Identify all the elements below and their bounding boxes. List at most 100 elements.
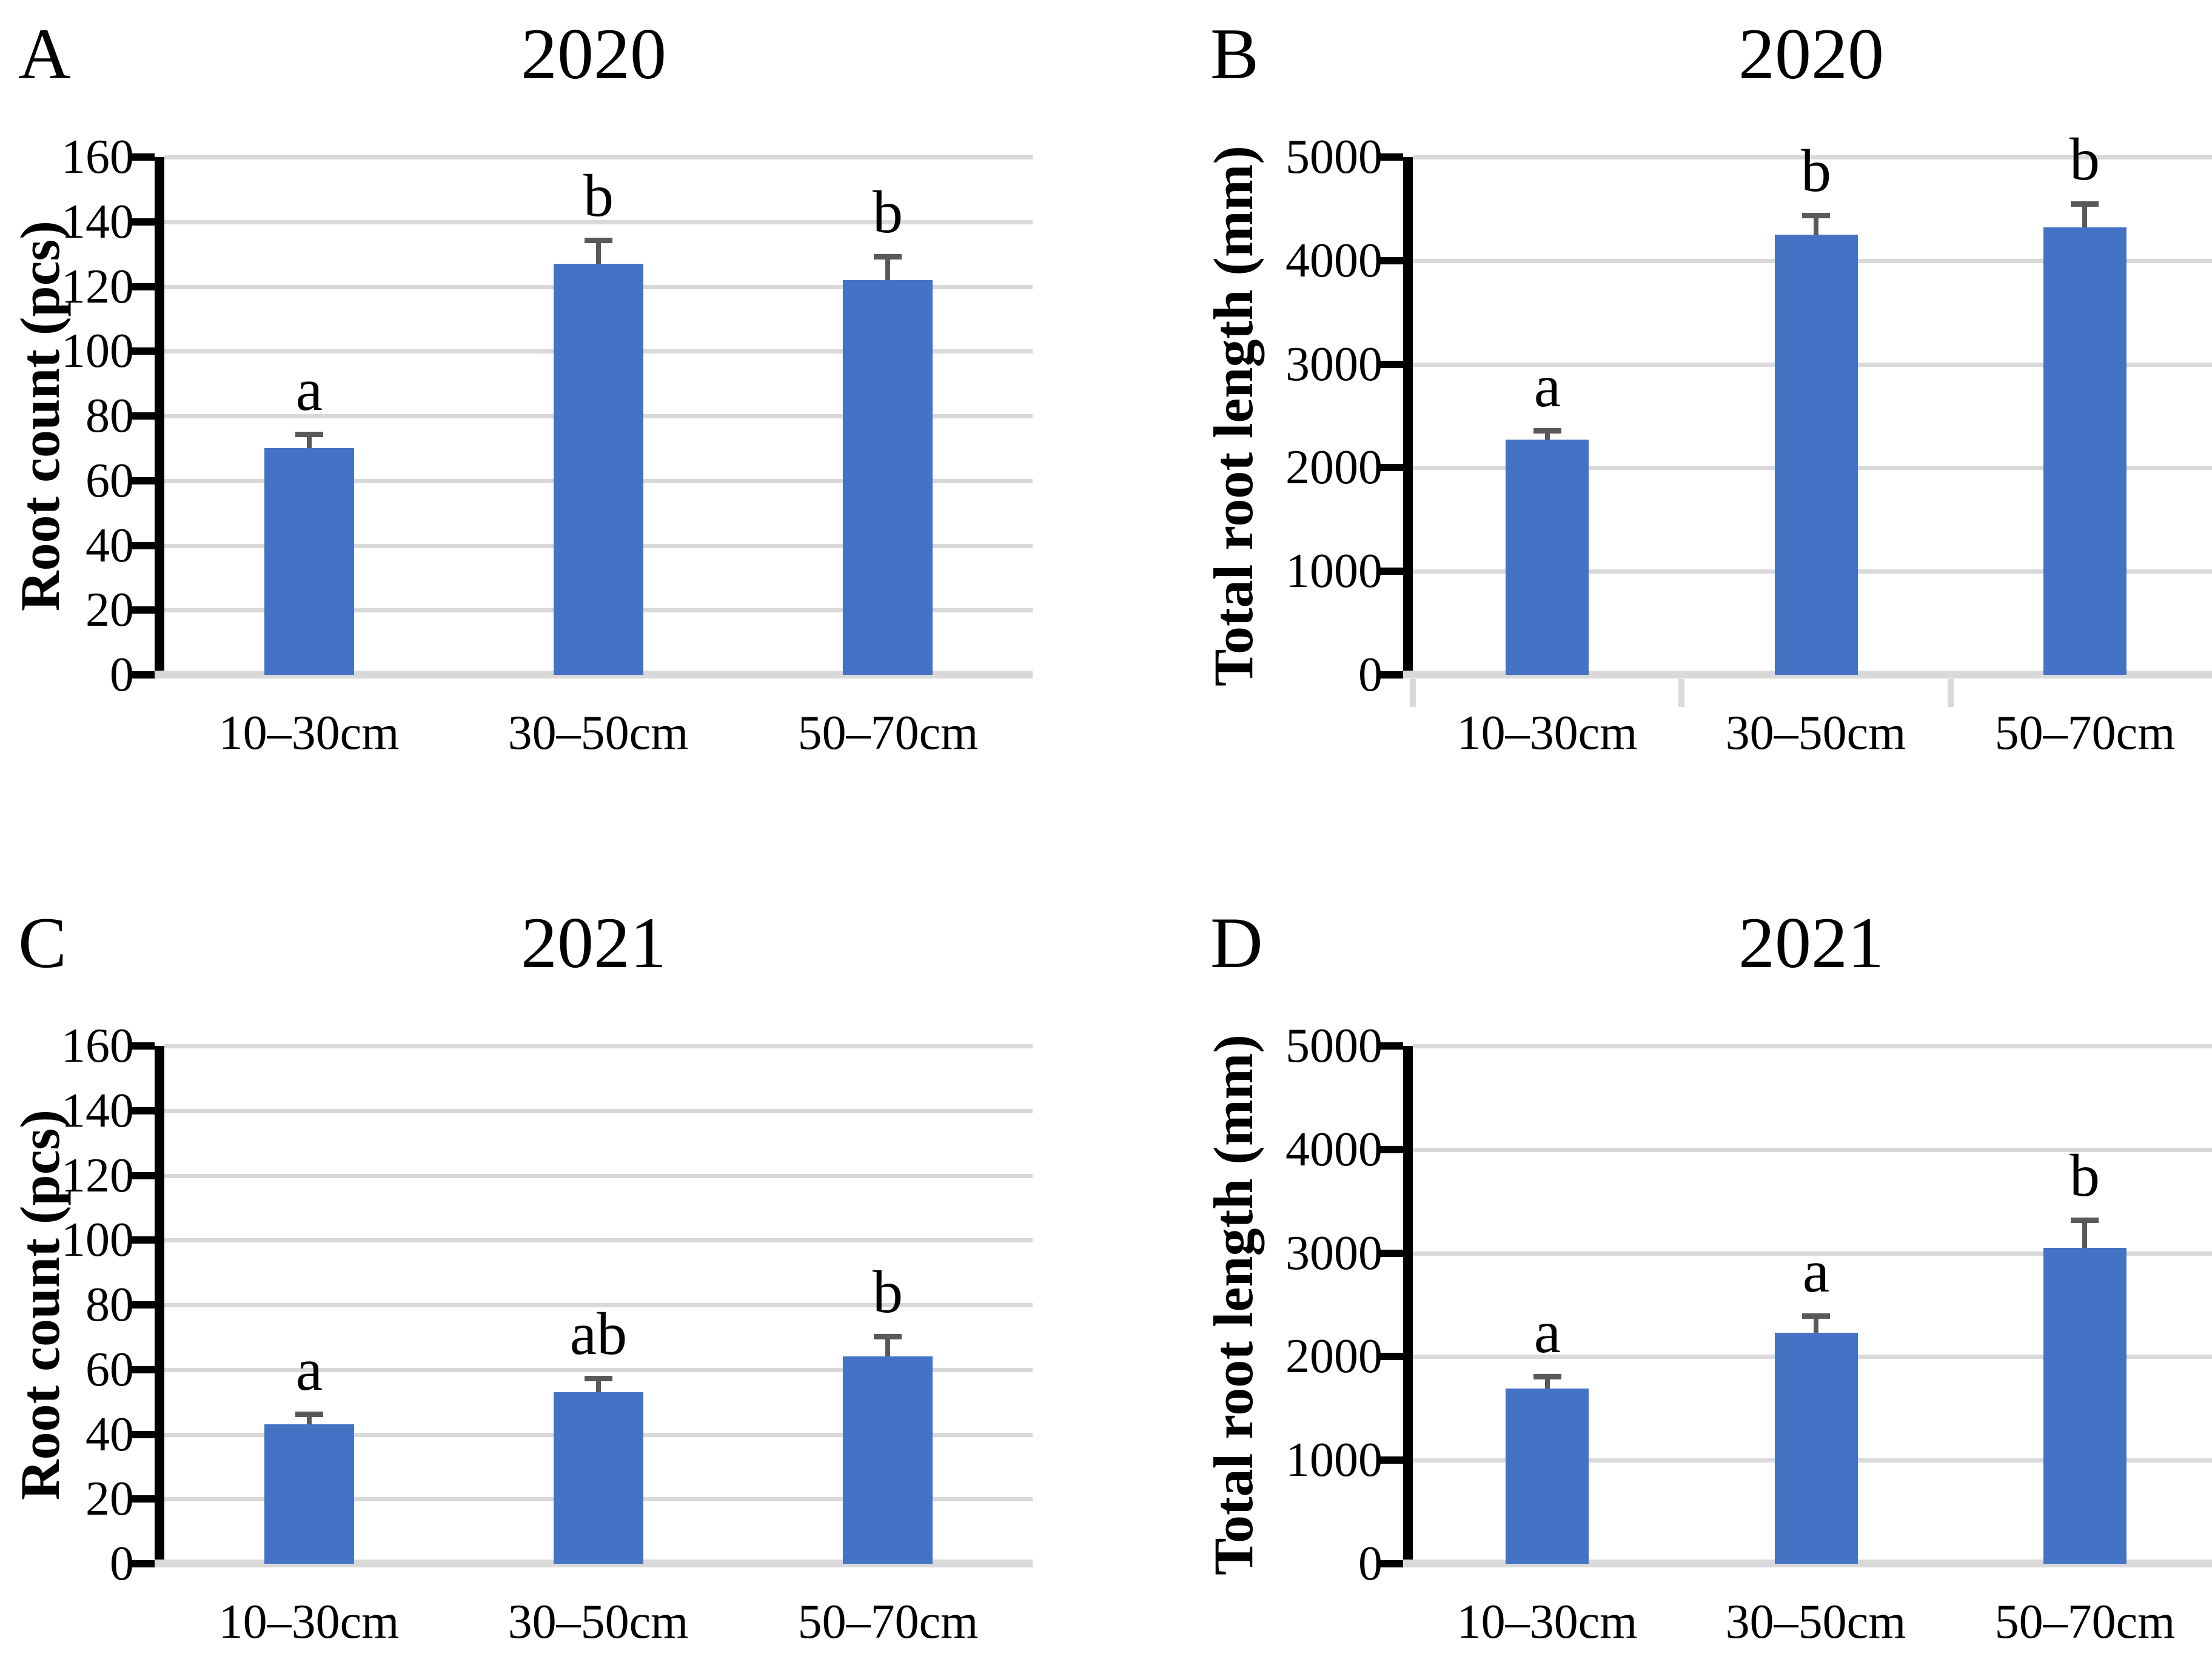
panel-A: A 2020 Root count (pcs) 0 20 40 60 80 100 120 1… xyxy=(0,0,1106,831)
plot-area: 0 1000 2000 3000 4000 5000 a 10–30cm b 30–50cm b 50… xyxy=(1285,126,2212,760)
y-tick-label: 2000 xyxy=(1285,441,1382,495)
error-bar-line xyxy=(1545,1374,1550,1389)
y-tick-label: 60 xyxy=(85,454,134,508)
error-bar-cap xyxy=(1533,1374,1561,1379)
y-tick-label: 0 xyxy=(110,648,134,702)
y-tick-label: 20 xyxy=(85,583,134,637)
bar xyxy=(554,264,643,675)
bar xyxy=(264,1424,354,1564)
x-category-label: 10–30cm xyxy=(1456,706,1638,760)
bar xyxy=(264,448,354,675)
error-bar-cap xyxy=(1533,428,1561,434)
significance-letter: ab xyxy=(569,1300,628,1367)
y-tick-label: 0 xyxy=(1358,648,1382,702)
x-category-label: 10–30cm xyxy=(1456,1595,1638,1649)
error-bar-cap xyxy=(295,432,323,437)
y-tick-label: 40 xyxy=(85,1407,134,1461)
significance-letter: a xyxy=(1802,1238,1830,1305)
significance-letter: b xyxy=(873,1258,903,1325)
x-category-label: 50–70cm xyxy=(1994,1595,2176,1649)
error-bar-cap xyxy=(1802,213,1830,218)
significance-letter: b xyxy=(2070,1142,2100,1209)
y-tick-label: 4000 xyxy=(1285,1122,1382,1176)
significance-letter: b xyxy=(873,178,903,246)
x-category-label: 50–70cm xyxy=(797,706,979,760)
y-axis-tick xyxy=(1379,153,1403,161)
plot-area: 0 1000 2000 3000 4000 5000 a 10–30cm a 30–50cm b 50… xyxy=(1285,1019,2212,1649)
error-bar-line xyxy=(596,1376,601,1392)
error-bar-line xyxy=(1814,1313,1818,1333)
error-bar-line xyxy=(596,238,601,264)
error-bar-line xyxy=(885,1334,890,1356)
bar xyxy=(2043,1248,2127,1564)
y-tick-label: 3000 xyxy=(1285,1226,1382,1280)
panel-C: C 2021 Root count (pcs) 0 20 40 60 80 100 120 1… xyxy=(0,889,1106,1662)
y-axis-tick xyxy=(130,671,155,679)
x-category-label: 30–50cm xyxy=(1725,706,1906,760)
chart-title: 2020 xyxy=(521,13,666,94)
y-axis-tick xyxy=(1379,568,1403,575)
y-tick-label: 1000 xyxy=(1285,1433,1382,1487)
x-axis-tick xyxy=(1678,679,1684,707)
panel-letter-D: D xyxy=(1210,902,1263,983)
x-category-label: 30–50cm xyxy=(1725,1595,1906,1649)
y-tick-label: 100 xyxy=(61,1213,134,1267)
bar xyxy=(843,280,933,675)
panel-D: D 2021 Total root length (mm) 0 1000 2000 3… xyxy=(1106,889,2212,1662)
gridline xyxy=(164,219,1033,224)
gridline xyxy=(164,1044,1033,1048)
error-bar-line xyxy=(1814,213,1818,235)
chart-title: 2020 xyxy=(1738,13,1884,94)
significance-letter: b xyxy=(2070,126,2100,193)
gridline xyxy=(1413,1251,2212,1256)
error-bar-cap xyxy=(874,1334,902,1339)
x-category-label: 10–30cm xyxy=(218,706,400,760)
y-tick-label: 140 xyxy=(61,195,134,249)
y-tick-label: 40 xyxy=(85,518,134,572)
error-bar-cap xyxy=(2071,201,2099,207)
y-tick-label: 120 xyxy=(61,1148,134,1202)
plot-area: 0 20 40 60 80 100 120 140 160 a 10–30cm ab 30–50cm b 5… xyxy=(61,1019,1033,1649)
y-axis-tick xyxy=(130,153,155,161)
error-bar-cap xyxy=(874,254,902,260)
y-tick-label: 0 xyxy=(110,1537,134,1590)
y-axis-tick xyxy=(1379,671,1403,679)
y-axis-tick xyxy=(130,541,155,549)
y-axis-tick xyxy=(130,1365,155,1373)
x-category-label: 50–70cm xyxy=(1994,706,2176,760)
y-tick-label: 4000 xyxy=(1285,233,1382,287)
x-category-label: 30–50cm xyxy=(508,706,689,760)
gridline xyxy=(164,1303,1033,1307)
y-axis-title: Total root length (mm) xyxy=(1202,146,1264,686)
error-bar-cap xyxy=(585,238,612,243)
error-bar-line xyxy=(2082,1218,2087,1248)
y-tick-label: 120 xyxy=(61,260,134,313)
chart-title: 2021 xyxy=(521,902,666,983)
y-axis-tick xyxy=(130,1236,155,1244)
significance-letter: b xyxy=(1801,137,1831,204)
error-bar-line xyxy=(2082,201,2087,227)
y-axis-tick xyxy=(1379,256,1403,264)
y-axis-tick xyxy=(130,218,155,226)
panel-letter-A: A xyxy=(18,13,71,94)
y-tick-label: 60 xyxy=(85,1342,134,1396)
gridline xyxy=(164,155,1033,159)
y-axis-tick xyxy=(130,1171,155,1179)
y-axis-tick xyxy=(1379,1042,1403,1050)
y-tick-label: 80 xyxy=(85,389,134,443)
bar xyxy=(554,1392,643,1564)
y-tick-label: 5000 xyxy=(1285,130,1382,184)
plot-area: 0 20 40 60 80 100 120 140 160 a 10–30cm b 30–50cm b 50… xyxy=(61,130,1033,760)
y-tick-label: 100 xyxy=(61,324,134,378)
x-category-label: 30–50cm xyxy=(508,1595,689,1649)
y-axis-tick xyxy=(1379,464,1403,472)
gridline xyxy=(164,1367,1033,1372)
y-tick-label: 80 xyxy=(85,1278,134,1332)
bar xyxy=(1775,235,1858,675)
y-axis-tick xyxy=(1379,1249,1403,1257)
error-bar-cap xyxy=(585,1376,612,1381)
y-tick-label: 1000 xyxy=(1285,545,1382,598)
significance-letter: a xyxy=(295,356,323,423)
gridline xyxy=(1413,1044,2212,1048)
